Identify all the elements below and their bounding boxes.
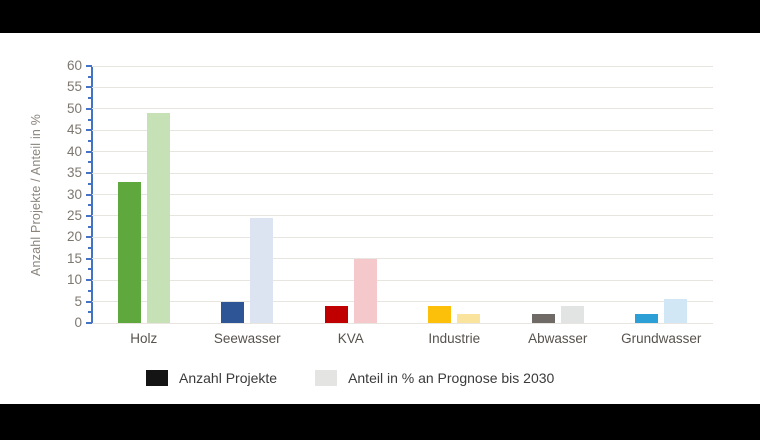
- y-axis-tick-mark: [88, 204, 92, 207]
- y-axis-tick-mark: [88, 182, 92, 185]
- y-axis-tick-mark: [88, 139, 92, 142]
- y-axis-tick-mark: [88, 289, 92, 292]
- bar-kva-anzahl: [324, 305, 348, 323]
- bar-group-seewasser: [196, 66, 300, 323]
- gridline: [92, 108, 713, 110]
- bar-chart: Anzahl Projekte / Anteil in % 0 5 10 15 20 25…: [0, 33, 760, 404]
- y-axis-tick-mark: [86, 214, 92, 217]
- bar-grundwasser-anteil: [664, 299, 688, 323]
- gridline: [92, 151, 713, 153]
- bar-group-holz: [92, 66, 196, 323]
- category-label-abwasser: Abwasser: [528, 331, 588, 346]
- y-axis-tick-mark: [86, 150, 92, 153]
- y-tick-label: 40: [66, 143, 82, 159]
- category-label-kva: KVA: [337, 331, 364, 346]
- bar-seewasser-anteil: [250, 218, 274, 323]
- category-label-seewasser: Seewasser: [213, 331, 281, 346]
- y-axis-tick-mark: [86, 279, 92, 282]
- legend-swatch-dark: [146, 370, 168, 386]
- legend-item-anteil-prognose: Anteil in % an Prognose bis 2030: [315, 370, 554, 386]
- y-tick-label: 30: [66, 186, 82, 202]
- y-axis-tick-mark: [88, 118, 92, 121]
- bar-seewasser-anzahl: [221, 301, 245, 323]
- gridline: [92, 129, 713, 131]
- y-axis-tick-mark: [88, 225, 92, 228]
- gridline: [92, 236, 713, 238]
- bar-group-industrie: [403, 66, 507, 323]
- top-frame-bar: [0, 0, 760, 33]
- y-axis-line: [91, 66, 93, 324]
- bar-group-grundwasser: [610, 66, 714, 323]
- y-tick-label: 15: [66, 250, 82, 266]
- bar-group-abwasser: [506, 66, 610, 323]
- bar-holz-anteil: [146, 113, 170, 323]
- gridline: [92, 194, 713, 195]
- gridline: [92, 215, 713, 217]
- y-axis-tick-mark: [88, 247, 92, 250]
- y-tick-label: 35: [66, 165, 82, 181]
- bar-industrie-anzahl: [428, 305, 452, 323]
- y-tick-label: 50: [66, 100, 82, 116]
- gridline: [92, 279, 713, 281]
- y-tick-label: 0: [74, 315, 82, 330]
- y-axis-tick-mark: [86, 322, 92, 324]
- bottom-frame-bar: [0, 404, 760, 440]
- category-label-holz: Holz: [130, 331, 158, 346]
- bar-industrie-anteil: [457, 314, 481, 323]
- y-tick-label: 55: [66, 79, 82, 95]
- y-axis-tick-mark: [86, 65, 92, 67]
- gridline: [92, 172, 713, 174]
- category-label-industrie: Industrie: [428, 331, 481, 346]
- gridline: [92, 86, 713, 88]
- legend-label: Anzahl Projekte: [179, 370, 278, 386]
- y-axis-tick-mark: [88, 75, 92, 78]
- bar-grundwasser-anzahl: [635, 314, 659, 323]
- gridline: [92, 65, 713, 67]
- bar-holz-anzahl: [117, 181, 141, 323]
- bar-kva-anteil: [353, 258, 377, 323]
- plot-area: [92, 65, 714, 324]
- bar-group-kva: [299, 66, 403, 323]
- y-axis-tick-mark: [86, 300, 92, 303]
- legend-label: Anteil in % an Prognose bis 2030: [348, 370, 555, 386]
- legend-item-anzahl-projekte: Anzahl Projekte: [146, 370, 277, 386]
- y-axis-tick-mark: [86, 86, 92, 89]
- legend: Anzahl Projekte Anteil in % an Prognose …: [146, 370, 554, 386]
- y-tick-label: 60: [66, 58, 82, 73]
- y-axis-tick-mark: [86, 107, 92, 110]
- y-tick-label: 25: [66, 207, 82, 223]
- y-axis-tick-mark: [86, 193, 92, 196]
- category-label-grundwasser: Grundwasser: [621, 331, 702, 346]
- y-axis-tick-mark: [88, 268, 92, 271]
- bar-abwasser-anteil: [560, 305, 584, 323]
- gridline: [92, 322, 713, 324]
- y-axis-tick-mark: [86, 236, 92, 239]
- y-axis-tick-mark: [88, 311, 92, 314]
- y-axis-tick-mark: [86, 129, 92, 132]
- y-axis-tick-mark: [88, 97, 92, 100]
- y-axis-title: Anzahl Projekte / Anteil in %: [29, 113, 43, 277]
- legend-swatch-light: [315, 370, 338, 386]
- y-tick-label: 20: [66, 229, 82, 245]
- y-axis-tick-mark: [88, 161, 92, 164]
- gridline: [92, 301, 713, 303]
- y-tick-label: 10: [66, 272, 82, 288]
- y-axis-tick-mark: [86, 172, 92, 175]
- y-tick-label: 45: [66, 122, 82, 138]
- gridline: [92, 258, 713, 260]
- bar-abwasser-anzahl: [531, 314, 555, 323]
- y-axis-tick-mark: [86, 257, 92, 260]
- y-tick-label: 5: [74, 293, 82, 309]
